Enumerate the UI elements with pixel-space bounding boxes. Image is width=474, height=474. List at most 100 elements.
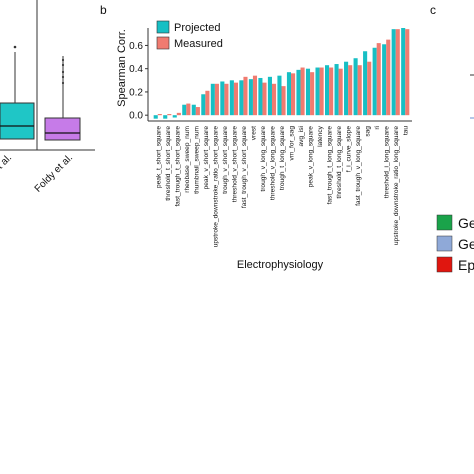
- bar-measured-f_i_curve_slope: [348, 65, 353, 116]
- bar-projected-threshold_t_short_square: [163, 115, 168, 119]
- legend-label-measured: Measured: [174, 38, 223, 50]
- bar-measured-fast_trough_t_long_square: [329, 67, 334, 116]
- bar-projected-trough_v_short_square: [220, 81, 225, 116]
- box1-outlier: [13, 45, 17, 49]
- x-tick-label: fast_trough_t_short_square: [174, 126, 181, 207]
- bar-measured-latency: [319, 67, 324, 116]
- panel-label-b: b: [100, 3, 107, 17]
- bar-measured-thumbnail_sweep_num: [195, 107, 200, 116]
- bar-projected-fast_trough_t_short_square: [172, 115, 177, 118]
- x-tick-label: fast_trough_v_short_square: [241, 126, 248, 208]
- box2-outlier: [61, 75, 65, 79]
- x-tick-label: trough_t_long_square: [279, 126, 286, 190]
- bar-projected-trough_t_long_square: [277, 75, 282, 116]
- right-legend: Ge Ge Ep: [436, 74, 474, 273]
- bar-measured-peak_t_short_square: [157, 114, 162, 116]
- legend-swatch-measured: [156, 36, 170, 50]
- x-tick-label: peak_v_long_square: [308, 126, 315, 188]
- x-tick-label: threshold_t_long_square: [336, 126, 343, 199]
- x-tick-label: threshold_v_short_square: [231, 126, 238, 203]
- x-tick-label: ri: [374, 125, 381, 129]
- bar-projected-threshold_t_long_square: [334, 64, 339, 116]
- bar-projected-fast_trough_v_short_square: [239, 80, 244, 116]
- bar-measured-vm_for_sag: [291, 73, 296, 116]
- bar-measured-ri: [376, 43, 381, 116]
- bar-measured-threshold_v_short_square: [233, 82, 238, 116]
- bar-measured-fast_trough_t_short_square: [176, 112, 181, 116]
- bar-projected-peak_v_short_square: [201, 94, 206, 116]
- bar-measured-fast_trough_v_long_square: [357, 65, 362, 116]
- x-tick-label: f_i_curve_slope: [346, 126, 353, 173]
- bar-projected-vm_for_sag: [286, 72, 292, 116]
- bar-projected-thumbnail_sweep_num: [191, 104, 196, 116]
- bar-chart-b: 0.00.20.40.6 peak_t_short_square threshol…: [116, 20, 412, 271]
- x-tick-label: vm_for_sag: [289, 126, 296, 161]
- chart-legend: Projected Measured: [156, 20, 223, 50]
- bar-projected-f_i_curve_slope: [344, 61, 349, 116]
- bar-projected-peak_v_long_square: [305, 68, 311, 116]
- bars-group: [153, 28, 410, 119]
- right-legend-swatch-3: [436, 256, 453, 273]
- bar-measured-tau: [405, 29, 410, 116]
- bar-projected-trough_v_long_square: [258, 77, 263, 116]
- bar-measured-threshold_t_short_square: [167, 114, 172, 116]
- right-legend-swatch-2: [436, 235, 453, 252]
- right-legend-label-3: Ep: [458, 257, 474, 273]
- x-tick-label: rheobase_sweep_num: [184, 125, 191, 192]
- left-x-label-1: et al.: [0, 152, 14, 175]
- bar-projected-ri: [372, 47, 377, 116]
- x-tick-label: threshold_t_short_square: [165, 126, 172, 201]
- x-tick-label: upstroke_downstroke_ratio_short_square: [212, 126, 219, 248]
- bar-measured-trough_v_long_square: [262, 82, 267, 116]
- x-axis-label: Electrophysiology: [237, 259, 324, 271]
- x-tick-labels: peak_t_short_square threshold_t_short_squ…: [155, 125, 409, 247]
- right-legend-label-2: Ge: [458, 236, 474, 252]
- bar-projected-upstroke_downstroke_ratio_short_square: [210, 83, 215, 116]
- box2-outlier: [61, 81, 65, 85]
- bar-measured-avg_isi: [300, 67, 305, 116]
- right-legend-swatch-1: [436, 214, 453, 231]
- panel-label-c: c: [430, 3, 436, 17]
- bar-projected-latency: [315, 67, 320, 116]
- left-x-label-2: Foldy et al.: [33, 152, 75, 194]
- x-tick-label: sag: [365, 126, 372, 137]
- x-tick-label: trough_v_short_square: [222, 126, 229, 194]
- bar-projected-threshold_i_long_square: [382, 44, 387, 116]
- y-ticks: 0.0 0.2 0.4 0.6: [129, 41, 148, 122]
- x-tick-label: thumbnail_sweep_num: [193, 125, 200, 193]
- y-tick-label: 0.6: [129, 41, 143, 52]
- bar-projected-upstroke_downstroke_ratio_long_square: [391, 29, 396, 116]
- x-tick-label: peak_v_short_square: [203, 126, 210, 190]
- x-tick-label: fast_trough_v_long_square: [355, 126, 362, 206]
- bar-measured-fast_trough_v_short_square: [243, 76, 248, 116]
- bar-measured-trough_t_long_square: [281, 86, 286, 116]
- legend-swatch-projected: [156, 20, 170, 34]
- left-boxplot-panel: et al. Foldy et al.: [0, 0, 95, 195]
- x-tick-label: fast_trough_t_long_square: [327, 126, 334, 205]
- x-tick-label: peak_t_short_square: [155, 126, 162, 188]
- right-legend-label-1: Ge: [458, 215, 474, 231]
- box2-outlier: [61, 58, 65, 62]
- bar-projected-tau: [401, 28, 406, 116]
- y-tick-label: 0.2: [129, 87, 143, 98]
- x-tick-label: threshold_v_long_square: [269, 126, 276, 200]
- bar-measured-upstroke_downstroke_ratio_long_square: [395, 29, 400, 116]
- bar-projected-vrest: [248, 79, 253, 116]
- bar-projected-fast_trough_t_long_square: [325, 65, 330, 116]
- x-tick-label: avg_isi: [298, 125, 305, 146]
- bar-projected-rheobase_sweep_num: [182, 104, 187, 116]
- bar-measured-threshold_i_long_square: [386, 39, 391, 116]
- x-tick-label: trough_v_long_square: [260, 126, 267, 192]
- y-axis-label: Spearman Corr.: [116, 29, 128, 107]
- x-tick-label: tau: [403, 126, 410, 135]
- bar-projected-sag: [363, 51, 368, 116]
- bar-projected-avg_isi: [296, 69, 301, 116]
- bar-measured-threshold_t_long_square: [338, 68, 343, 116]
- legend-label-projected: Projected: [174, 22, 220, 34]
- y-tick-label: 0.0: [129, 111, 143, 122]
- bar-measured-vrest: [252, 75, 258, 116]
- bar-measured-sag: [367, 61, 372, 116]
- bar-measured-peak_v_long_square: [310, 72, 315, 116]
- x-tick-label: vrest: [250, 126, 257, 140]
